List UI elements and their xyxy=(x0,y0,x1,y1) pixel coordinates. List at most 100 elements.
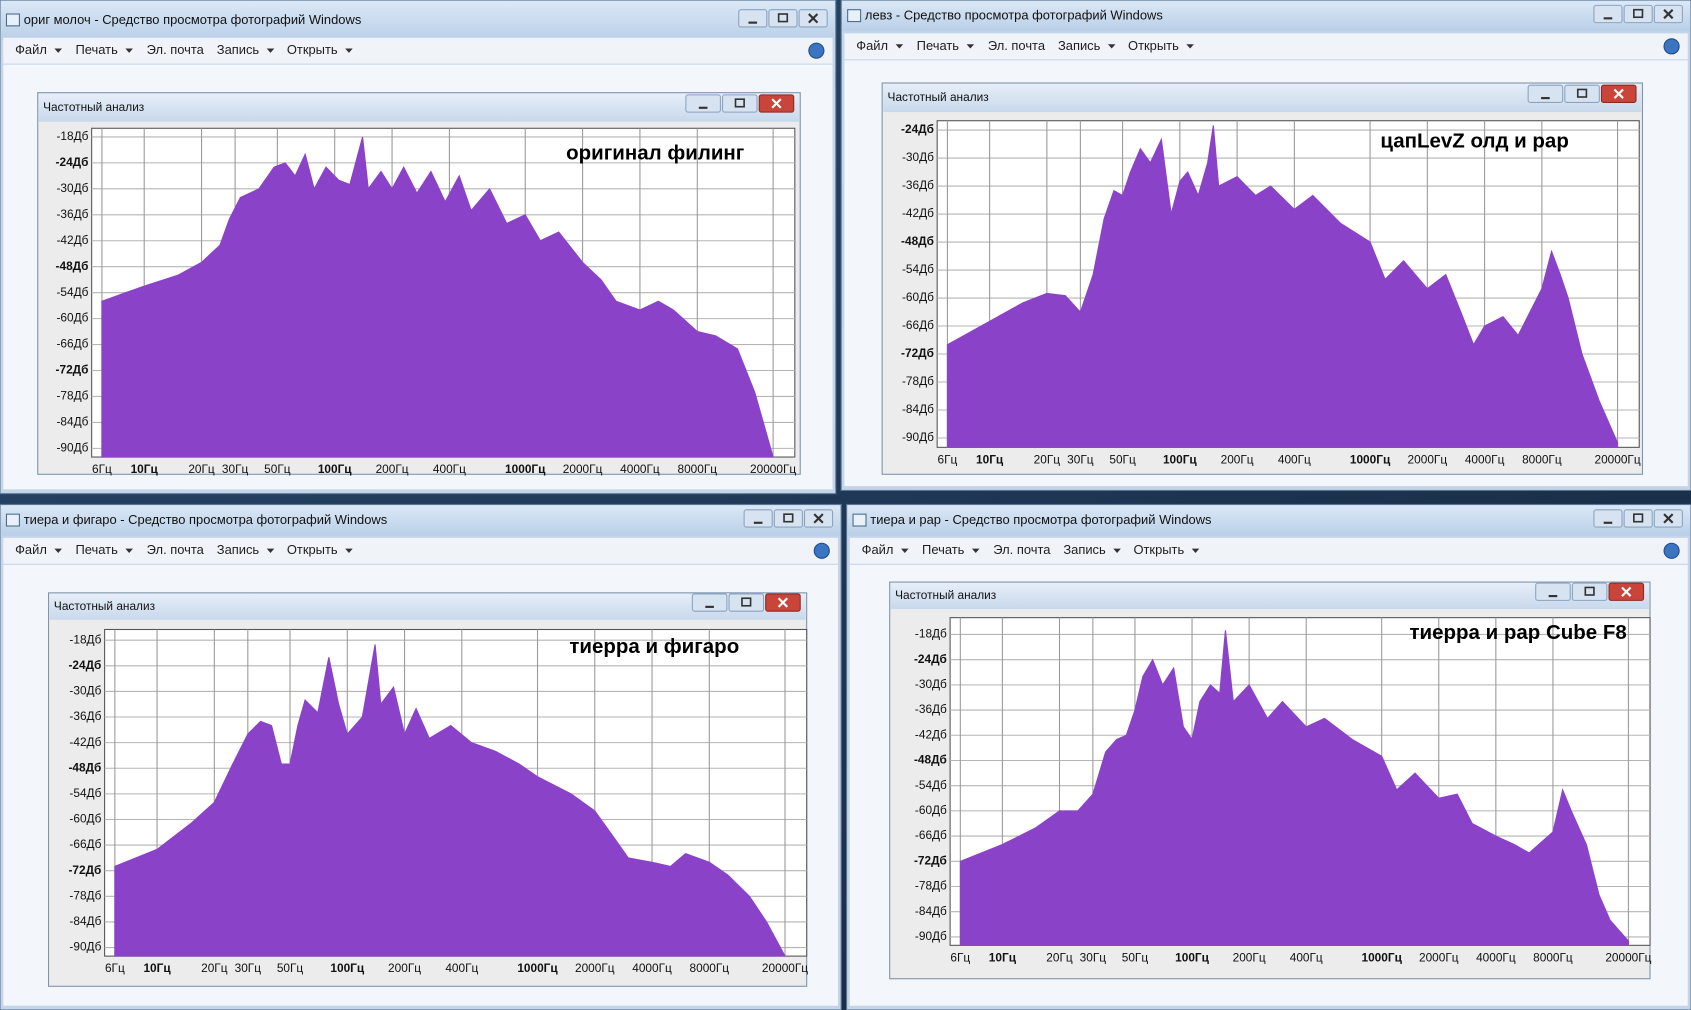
y-tick-label: -18Дб xyxy=(56,129,88,143)
chart-annotation: тиерра и фигаро xyxy=(569,635,739,658)
maximize-glyph xyxy=(734,98,745,108)
y-tick-label: -66Дб xyxy=(915,828,947,842)
maximize-glyph xyxy=(1633,513,1644,523)
maximize-button[interactable] xyxy=(1571,582,1608,601)
dropdown-arrow xyxy=(1191,548,1200,553)
x-tick-label: 8000Гц xyxy=(678,462,718,476)
y-tick-label: -90Дб xyxy=(56,441,88,455)
x-tick-label: 1000Гц xyxy=(505,462,546,476)
maximize-glyph xyxy=(1576,88,1588,98)
menu-item[interactable]: Запись xyxy=(1058,38,1101,53)
minimize-button[interactable] xyxy=(691,593,728,612)
y-tick-label: -24Дб xyxy=(68,658,101,672)
menu-item[interactable]: Печать xyxy=(75,542,118,557)
analyzer-title-bar xyxy=(883,84,1642,113)
menu-item[interactable]: Файл xyxy=(856,38,888,53)
dropdown-arrow xyxy=(345,48,353,53)
menu-item[interactable]: Открыть xyxy=(1128,38,1179,53)
y-tick-label: -54Дб xyxy=(69,786,101,800)
help-icon[interactable] xyxy=(813,542,830,559)
minimize-button[interactable] xyxy=(743,509,773,528)
menu-item[interactable]: Запись xyxy=(1063,542,1106,557)
y-tick-label: -30Дб xyxy=(915,677,947,691)
menu-item[interactable]: Файл xyxy=(15,542,47,557)
minimize-button[interactable] xyxy=(685,94,721,113)
minimize-button[interactable] xyxy=(738,9,768,28)
maximize-button[interactable] xyxy=(1623,4,1653,24)
app-icon xyxy=(5,513,20,527)
x-tick-label: 1000Гц xyxy=(517,961,558,975)
maximize-button[interactable] xyxy=(1623,509,1653,528)
y-tick-label: -90Дб xyxy=(915,929,947,943)
analyzer-title-bar xyxy=(49,593,806,620)
x-tick-label: 100Гц xyxy=(1163,452,1197,466)
help-icon[interactable] xyxy=(1663,38,1680,55)
menu-item[interactable]: Эл. почта xyxy=(993,542,1051,557)
maximize-button[interactable] xyxy=(722,94,758,113)
y-tick-label: -36Дб xyxy=(56,207,88,221)
spectrum-area xyxy=(114,644,786,957)
menu-bar xyxy=(844,33,1688,60)
x-tick-label: 30Гц xyxy=(1080,950,1107,964)
x-tick-label: 20000Гц xyxy=(1605,950,1651,964)
menu-item[interactable]: Эл. почта xyxy=(147,42,205,57)
help-icon[interactable] xyxy=(1663,542,1680,559)
y-tick-label: -78Дб xyxy=(69,888,101,902)
menu-item[interactable]: Открыть xyxy=(1133,542,1184,557)
menu-item[interactable]: Запись xyxy=(217,542,260,557)
menu-item[interactable]: Эл. почта xyxy=(147,542,205,557)
y-tick-label: -42Дб xyxy=(902,206,934,220)
dropdown-arrow xyxy=(125,48,133,53)
help-icon[interactable] xyxy=(808,42,825,59)
y-tick-label: -72Дб xyxy=(68,863,101,877)
x-tick-label: 100Гц xyxy=(1175,950,1209,964)
menu-item[interactable]: Печать xyxy=(75,42,118,57)
x-tick-label: 6Гц xyxy=(92,462,112,476)
x-tick-label: 400Гц xyxy=(1278,452,1311,466)
minimize-button[interactable] xyxy=(1535,582,1571,601)
minimize-button[interactable] xyxy=(1593,509,1623,528)
title-bar xyxy=(842,1,1690,32)
close-glyph xyxy=(777,597,789,608)
y-tick-label: -24Дб xyxy=(914,652,947,666)
dropdown-arrow xyxy=(1107,44,1116,49)
y-tick-label: -60Дб xyxy=(69,812,101,826)
menu-item[interactable]: Запись xyxy=(217,42,260,57)
maximize-button[interactable] xyxy=(1564,84,1600,103)
window-title: тиера и рар - Средство просмотра фотогра… xyxy=(870,512,1211,527)
menu-item[interactable]: Эл. почта xyxy=(988,38,1046,53)
menu-item[interactable]: Открыть xyxy=(287,542,338,557)
dropdown-arrow xyxy=(266,48,275,53)
x-tick-label: 10Гц xyxy=(976,452,1004,466)
menu-item[interactable]: Файл xyxy=(15,42,47,57)
app-icon xyxy=(847,9,862,23)
menu-item[interactable]: Печать xyxy=(917,38,960,53)
maximize-button[interactable] xyxy=(728,593,765,612)
menu-item[interactable]: Печать xyxy=(922,542,965,557)
analyzer-title: Частотный анализ xyxy=(888,90,989,104)
y-tick-label: -66Дб xyxy=(56,337,88,351)
y-tick-label: -60Дб xyxy=(56,311,88,325)
y-tick-label: -42Дб xyxy=(69,735,101,749)
y-tick-label: -30Дб xyxy=(56,181,88,195)
analyzer-title-bar xyxy=(890,583,1649,610)
x-tick-label: 30Гц xyxy=(1067,452,1094,466)
menu-item[interactable]: Открыть xyxy=(287,42,338,57)
dropdown-arrow xyxy=(895,44,904,49)
maximize-button[interactable] xyxy=(773,509,803,528)
menu-item[interactable]: Файл xyxy=(862,542,894,557)
y-tick-label: -30Дб xyxy=(69,684,101,698)
x-tick-label: 10Гц xyxy=(143,961,171,975)
close-glyph xyxy=(1613,88,1624,99)
x-tick-label: 20000Гц xyxy=(1594,452,1640,466)
minimize-button[interactable] xyxy=(1593,4,1623,24)
x-tick-label: 100Гц xyxy=(318,462,352,476)
dropdown-arrow xyxy=(1186,44,1194,49)
y-tick-label: -24Дб xyxy=(56,155,89,169)
maximize-button[interactable] xyxy=(768,9,798,28)
y-tick-label: -42Дб xyxy=(56,233,88,247)
title-bar xyxy=(1,1,835,40)
x-tick-label: 4000Гц xyxy=(1476,950,1516,964)
minimize-button[interactable] xyxy=(1527,84,1564,103)
y-tick-label: -84Дб xyxy=(69,914,101,928)
